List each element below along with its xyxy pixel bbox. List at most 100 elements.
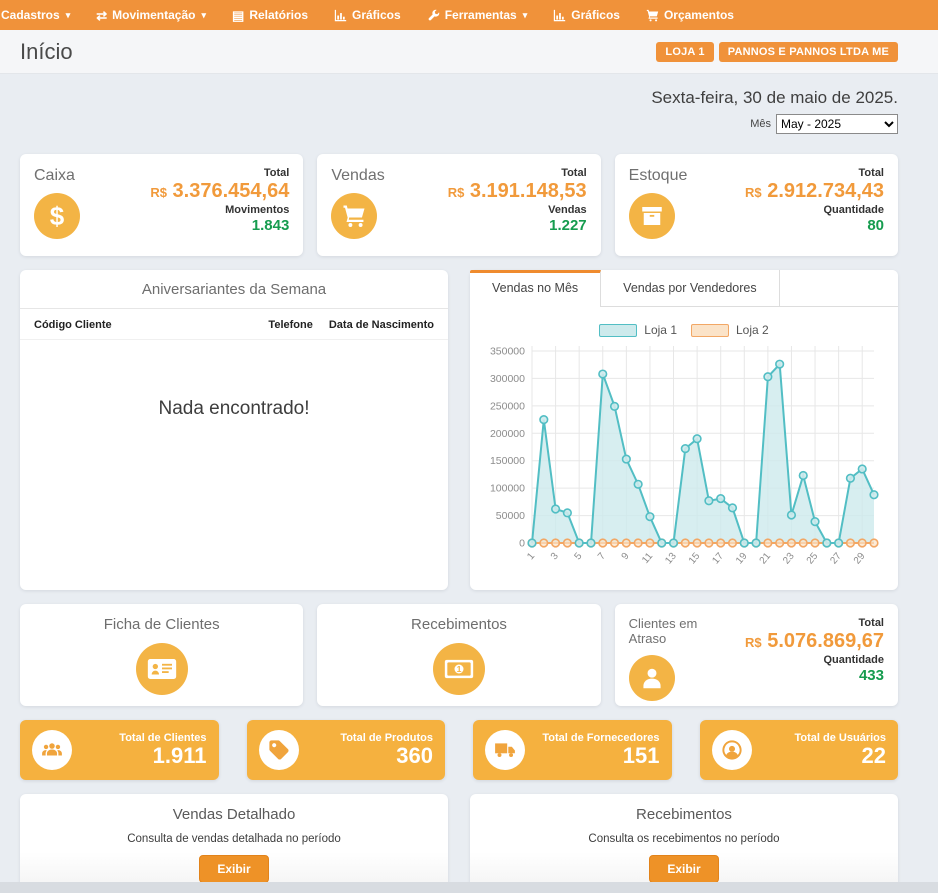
nav-item-orcamentos[interactable]: Orçamentos	[633, 0, 747, 30]
card-title: Recebimentos	[411, 616, 507, 633]
total-label: Total	[736, 617, 884, 629]
count-value: 80	[736, 217, 884, 234]
date-row: Sexta-feira, 30 de maio de 2025.	[0, 74, 938, 108]
money-bill-icon: 1	[433, 643, 485, 695]
sales-chart-svg: 0500001000001500002000002500003000003500…	[478, 339, 886, 589]
svg-text:19: 19	[734, 551, 750, 567]
cart-icon	[331, 193, 377, 239]
nav-label: Movimentação	[112, 8, 195, 22]
dollar-icon: $	[34, 193, 80, 239]
total-label: Total	[439, 167, 587, 179]
chevron-down-icon: ▾	[66, 10, 71, 21]
recebimentos-card[interactable]: Recebimentos 1	[317, 604, 600, 706]
sales-panel: Vendas no Mês Vendas por Vendedores Loja…	[470, 270, 898, 590]
footer-strip	[0, 882, 938, 893]
svg-text:7: 7	[596, 551, 608, 563]
nav-item-graficos-2[interactable]: Gráficos	[540, 0, 633, 30]
tab-vendas-por-vendedores[interactable]: Vendas por Vendedores	[601, 270, 779, 306]
caixa-card: Caixa $ Total R$ 3.376.454,64 Movimentos…	[20, 154, 303, 256]
total-label: Total	[736, 167, 884, 179]
total-value: R$ 3.191.148,53	[439, 180, 587, 203]
nav-label: Gráficos	[571, 8, 620, 22]
report-icon: ▤	[232, 9, 244, 22]
nav-label: Cadastros	[1, 8, 60, 22]
svg-text:0: 0	[519, 538, 525, 550]
nav-label: Orçamentos	[664, 8, 734, 22]
vendas-card: Vendas Total R$ 3.191.148,53 Vendas 1.22…	[317, 154, 600, 256]
nav-item-ferramentas[interactable]: Ferramentas ▾	[414, 0, 541, 30]
svg-text:9: 9	[620, 551, 632, 563]
dashboard-page: Cadastros ▾ ⇄ Movimentação ▾ ▤ Relatório…	[0, 0, 938, 893]
exchange-icon: ⇄	[96, 9, 107, 22]
empty-state-text: Nada encontrado!	[20, 398, 448, 420]
svg-text:100000: 100000	[490, 483, 525, 495]
sales-chart-panel: Loja 1 Loja 2 05000010000015000020000025…	[470, 307, 898, 596]
total-value: 151	[535, 744, 660, 768]
nav-item-relatorios[interactable]: ▤ Relatórios	[219, 0, 321, 30]
card-title: Estoque	[629, 167, 736, 185]
page-header: Início LOJA 1 PANNOS E PANNOS LTDA ME	[0, 30, 938, 74]
total-clientes-card: Total de Clientes 1.911	[20, 720, 219, 780]
count-label: Quantidade	[736, 204, 884, 216]
svg-text:25: 25	[805, 551, 821, 567]
nav-item-cadastros[interactable]: Cadastros ▾	[0, 0, 83, 30]
month-label: Mês	[750, 118, 771, 130]
nav-item-graficos-1[interactable]: Gráficos	[321, 0, 414, 30]
clientes-atraso-card: Clientes em Atraso Total R$ 5.076.869,67…	[615, 604, 898, 706]
users-icon	[32, 730, 72, 770]
page-title: Início	[20, 39, 73, 65]
svg-text:15: 15	[687, 551, 703, 567]
svg-text:5: 5	[572, 551, 584, 563]
nav-label: Ferramentas	[445, 8, 517, 22]
svg-text:200000: 200000	[490, 428, 525, 440]
nav-label: Gráficos	[352, 8, 401, 22]
month-select[interactable]: May - 2025	[776, 114, 898, 134]
store-badges: LOJA 1 PANNOS E PANNOS LTDA ME	[656, 42, 898, 62]
current-date: Sexta-feira, 30 de maio de 2025.	[651, 88, 898, 107]
loja2-swatch	[691, 324, 729, 337]
svg-text:13: 13	[663, 551, 679, 567]
count-label: Quantidade	[736, 654, 884, 666]
exibir-vendas-button[interactable]: Exibir	[199, 855, 268, 883]
loja1-swatch	[599, 324, 637, 337]
birthdays-card: Aniversariantes da Semana Código Cliente…	[20, 270, 448, 590]
total-value: R$ 2.912.734,43	[736, 180, 884, 203]
total-value: R$ 5.076.869,67	[736, 630, 884, 653]
svg-text:21: 21	[758, 551, 774, 567]
month-filter: Mês May - 2025	[0, 108, 938, 134]
user-circle-icon	[712, 730, 752, 770]
count-label: Movimentos	[141, 204, 289, 216]
report-title: Recebimentos	[470, 806, 898, 823]
tag-icon	[259, 730, 299, 770]
total-produtos-card: Total de Produtos 360	[247, 720, 446, 780]
total-usuarios-card: Total de Usuários 22	[700, 720, 899, 780]
estoque-card: Estoque Total R$ 2.912.734,43 Quantidade…	[615, 154, 898, 256]
cart-icon	[646, 9, 659, 22]
svg-text:150000: 150000	[490, 455, 525, 467]
chevron-down-icon: ▾	[201, 10, 206, 21]
box-icon	[629, 193, 675, 239]
svg-text:17: 17	[710, 551, 726, 567]
store-badge: LOJA 1	[656, 42, 713, 62]
tab-vendas-no-mes[interactable]: Vendas no Mês	[470, 270, 601, 307]
svg-text:29: 29	[852, 551, 868, 567]
wrench-icon	[427, 9, 440, 22]
svg-text:50000: 50000	[496, 510, 525, 522]
column-telefone: Telefone	[268, 319, 312, 331]
svg-text:3: 3	[549, 551, 561, 563]
exibir-recebimentos-button[interactable]: Exibir	[649, 855, 718, 883]
nav-label: Relatórios	[249, 8, 308, 22]
svg-text:350000: 350000	[490, 346, 525, 358]
bar-chart-icon	[553, 9, 566, 22]
svg-text:250000: 250000	[490, 400, 525, 412]
nav-item-movimentacao[interactable]: ⇄ Movimentação ▾	[83, 0, 219, 30]
total-fornecedores-card: Total de Fornecedores 151	[473, 720, 672, 780]
legend-item-loja1: Loja 1	[599, 323, 677, 337]
card-title: Caixa	[34, 167, 141, 185]
total-value: 1.911	[82, 744, 207, 768]
birthdays-table-header: Código Cliente Telefone Data de Nascimen…	[20, 309, 448, 340]
svg-text:1: 1	[457, 664, 462, 674]
ficha-clientes-card[interactable]: Ficha de Clientes	[20, 604, 303, 706]
bar-chart-icon	[334, 9, 347, 22]
total-value: 22	[762, 744, 887, 768]
